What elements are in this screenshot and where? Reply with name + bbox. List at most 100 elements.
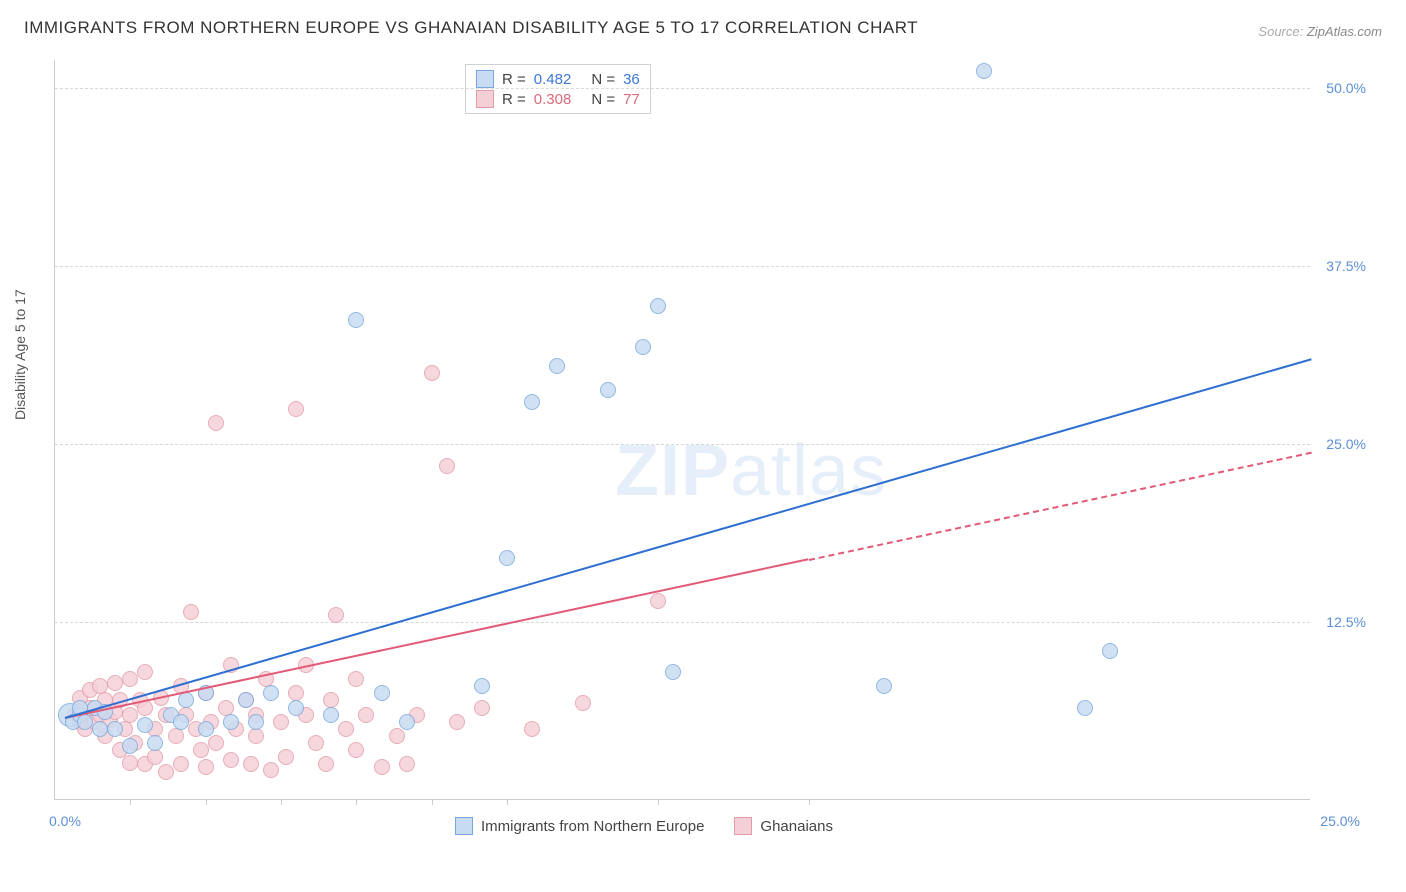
data-point bbox=[389, 728, 405, 744]
data-point bbox=[248, 714, 264, 730]
data-point bbox=[575, 695, 591, 711]
data-point bbox=[288, 700, 304, 716]
n-label: N = bbox=[591, 71, 615, 88]
data-point bbox=[348, 312, 364, 328]
data-point bbox=[208, 415, 224, 431]
data-point bbox=[238, 692, 254, 708]
gridline bbox=[55, 622, 1310, 623]
data-point bbox=[600, 382, 616, 398]
data-point bbox=[173, 714, 189, 730]
r-value-series1: 0.482 bbox=[534, 71, 572, 88]
data-point bbox=[449, 714, 465, 730]
data-point bbox=[107, 675, 123, 691]
trend-line bbox=[808, 451, 1311, 560]
swatch-series1 bbox=[476, 70, 494, 88]
data-point bbox=[122, 707, 138, 723]
data-point bbox=[288, 401, 304, 417]
series-legend: Immigrants from Northern Europe Ghanaian… bbox=[455, 817, 833, 835]
data-point bbox=[147, 735, 163, 751]
legend-item-series1: Immigrants from Northern Europe bbox=[455, 817, 704, 835]
series2-name: Ghanaians bbox=[760, 818, 833, 835]
watermark-bold: ZIP bbox=[615, 431, 730, 511]
data-point bbox=[158, 764, 174, 780]
data-point bbox=[474, 700, 490, 716]
data-point bbox=[665, 664, 681, 680]
watermark-light: atlas bbox=[730, 431, 887, 511]
x-tick bbox=[432, 799, 433, 805]
chart-area: ZIPatlas R = 0.482 N = 36 R = 0.308 N = … bbox=[54, 60, 1350, 840]
data-point bbox=[122, 755, 138, 771]
data-point bbox=[198, 759, 214, 775]
data-point bbox=[338, 721, 354, 737]
x-tick bbox=[658, 799, 659, 805]
data-point bbox=[374, 759, 390, 775]
x-tick-start: 0.0% bbox=[49, 813, 81, 829]
plot-region: ZIPatlas R = 0.482 N = 36 R = 0.308 N = … bbox=[54, 60, 1310, 800]
data-point bbox=[183, 604, 199, 620]
data-point bbox=[243, 756, 259, 772]
data-point bbox=[399, 714, 415, 730]
y-axis-label: Disability Age 5 to 17 bbox=[12, 289, 28, 420]
data-point bbox=[173, 756, 189, 772]
y-tick-label: 25.0% bbox=[1326, 436, 1366, 452]
data-point bbox=[1102, 643, 1118, 659]
data-point bbox=[137, 664, 153, 680]
source-value: ZipAtlas.com bbox=[1307, 24, 1382, 39]
chart-title: IMMIGRANTS FROM NORTHERN EUROPE VS GHANA… bbox=[24, 18, 918, 38]
data-point bbox=[92, 721, 108, 737]
swatch-series2 bbox=[476, 90, 494, 108]
series1-name: Immigrants from Northern Europe bbox=[481, 818, 704, 835]
data-point bbox=[374, 685, 390, 701]
x-tick-end: 25.0% bbox=[1320, 813, 1360, 829]
x-tick bbox=[356, 799, 357, 805]
data-point bbox=[107, 721, 123, 737]
data-point bbox=[168, 728, 184, 744]
watermark: ZIPatlas bbox=[615, 430, 887, 512]
r-value-series2: 0.308 bbox=[534, 91, 572, 108]
data-point bbox=[635, 339, 651, 355]
data-point bbox=[323, 707, 339, 723]
data-point bbox=[273, 714, 289, 730]
r-label: R = bbox=[502, 91, 526, 108]
data-point bbox=[524, 394, 540, 410]
data-point bbox=[122, 738, 138, 754]
data-point bbox=[77, 714, 93, 730]
y-tick-label: 50.0% bbox=[1326, 80, 1366, 96]
x-tick bbox=[809, 799, 810, 805]
data-point bbox=[549, 358, 565, 374]
data-point bbox=[122, 671, 138, 687]
data-point bbox=[248, 728, 264, 744]
data-point bbox=[318, 756, 334, 772]
gridline bbox=[55, 266, 1310, 267]
x-tick bbox=[281, 799, 282, 805]
data-point bbox=[308, 735, 324, 751]
data-point bbox=[147, 749, 163, 765]
data-point bbox=[137, 717, 153, 733]
data-point bbox=[499, 550, 515, 566]
gridline bbox=[55, 88, 1310, 89]
data-point bbox=[223, 752, 239, 768]
swatch-series1-b bbox=[455, 817, 473, 835]
data-point bbox=[348, 671, 364, 687]
gridline bbox=[55, 444, 1310, 445]
data-point bbox=[524, 721, 540, 737]
data-point bbox=[193, 742, 209, 758]
data-point bbox=[399, 756, 415, 772]
data-point bbox=[976, 63, 992, 79]
data-point bbox=[263, 685, 279, 701]
x-tick bbox=[507, 799, 508, 805]
n-value-series2: 77 bbox=[623, 91, 640, 108]
data-point bbox=[358, 707, 374, 723]
source-attribution: Source: ZipAtlas.com bbox=[1258, 24, 1382, 39]
legend-row-series2: R = 0.308 N = 77 bbox=[476, 89, 640, 109]
y-tick-label: 12.5% bbox=[1326, 614, 1366, 630]
legend-item-series2: Ghanaians bbox=[734, 817, 833, 835]
data-point bbox=[348, 742, 364, 758]
x-tick bbox=[130, 799, 131, 805]
data-point bbox=[223, 714, 239, 730]
data-point bbox=[198, 721, 214, 737]
n-value-series1: 36 bbox=[623, 71, 640, 88]
data-point bbox=[278, 749, 294, 765]
y-tick-label: 37.5% bbox=[1326, 258, 1366, 274]
data-point bbox=[1077, 700, 1093, 716]
